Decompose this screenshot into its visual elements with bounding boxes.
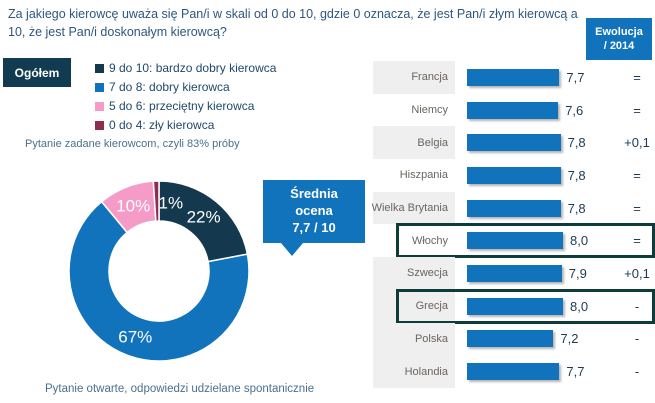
country-value: 7,2 — [560, 331, 579, 347]
country-label: Polska — [373, 322, 455, 356]
country-bar — [467, 330, 554, 348]
legend-swatch-icon — [95, 63, 104, 73]
country-bar — [467, 68, 560, 86]
donut-slice-label: 22% — [187, 208, 221, 227]
country-label: Francja — [373, 61, 455, 94]
country-label: Szwecja — [373, 257, 455, 290]
country-label: Belgia — [373, 126, 455, 160]
country-evolution: = — [633, 102, 641, 118]
country-value: 7,8 — [567, 135, 586, 151]
legend-item: 5 do 6: przeciętny kierowca — [95, 99, 276, 113]
legend-label: 9 do 10: bardzo dobry kierowca — [109, 61, 277, 75]
donut-slice-label: 1% — [159, 194, 184, 213]
country-value: 8,0 — [570, 233, 589, 249]
country-label: Włochy — [411, 234, 448, 247]
country-bar — [467, 166, 561, 184]
donut-slice-label: 67% — [118, 327, 152, 346]
country-bar — [467, 232, 563, 250]
donut-slice-label: 10% — [116, 196, 150, 215]
country-value: 7,9 — [568, 265, 587, 281]
country-evolution: = — [633, 200, 641, 216]
country-bar — [467, 199, 561, 217]
country-evolution: +0,1 — [624, 135, 650, 151]
country-row: Szwecja 7,9 +0,1 — [373, 257, 655, 290]
country-row: Niemcy 7,6 = — [373, 94, 655, 127]
legend-item: 0 do 4: zły kierowca — [95, 118, 276, 132]
legend-item: 9 do 10: bardzo dobry kierowca — [95, 61, 276, 75]
country-bar — [467, 101, 559, 119]
legend-swatch-icon — [95, 120, 104, 130]
country-label: Wielka Brytania — [372, 191, 455, 225]
country-value: 7,6 — [565, 102, 584, 118]
donut-slice — [152, 180, 160, 222]
country-row: Holandia 7,7 - — [373, 355, 655, 388]
donut-legend: 9 do 10: bardzo dobry kierowca 7 do 8: do… — [95, 61, 276, 137]
country-label: Grecja — [373, 289, 455, 323]
country-row: Wielka Brytania 7,8 = — [372, 191, 655, 225]
average-score-text: Średnia ocena 7,7 / 10 — [290, 186, 338, 235]
country-bar — [467, 134, 561, 152]
country-bar — [467, 297, 563, 315]
group-label-badge: Ogółem — [3, 58, 71, 87]
legend-item: 7 do 8: dobry kierowca — [95, 80, 276, 94]
country-row: Polska 7,2 - — [373, 322, 655, 356]
legend-label: 7 do 8: dobry kierowca — [109, 80, 230, 94]
country-evolution: = — [633, 69, 641, 85]
country-bar — [467, 264, 562, 282]
country-row: Hiszpania 7,8 = — [373, 159, 655, 192]
country-row: Belgia 7,8 +0,1 — [373, 126, 655, 160]
evolution-header-badge: Ewolucja / 2014 — [586, 18, 652, 60]
country-value: 7,8 — [567, 167, 586, 183]
country-value: 7,7 — [566, 364, 585, 380]
country-row: Grecja 8,0 - — [373, 288, 655, 324]
country-evolution: +0,1 — [624, 265, 650, 281]
legend-swatch-icon — [95, 101, 104, 111]
question-title: Za jakiego kierowcę uważa się Pan/i w sk… — [8, 7, 578, 39]
country-row: Włochy 8,0 = — [373, 223, 655, 259]
country-row: Francja 7,7 = — [373, 61, 655, 94]
country-label: Hiszpania — [399, 169, 448, 182]
sample-note: Pytanie zadane kierowcom, czyli 83% prób… — [25, 138, 240, 150]
average-score-callout: Średnia ocena 7,7 / 10 — [263, 180, 365, 256]
country-bar — [467, 363, 560, 381]
country-value: 7,8 — [567, 200, 586, 216]
country-label: Niemcy — [411, 104, 448, 117]
donut-slice — [68, 200, 250, 362]
country-evolution: = — [633, 167, 641, 183]
country-evolution: - — [634, 331, 640, 347]
country-value: 7,7 — [566, 69, 585, 85]
legend-swatch-icon — [95, 82, 104, 92]
legend-label: 0 do 4: zły kierowca — [109, 118, 215, 132]
legend-label: 5 do 6: przeciętny kierowca — [109, 99, 255, 113]
country-bar-chart: Francja 7,7 = Niemcy 7,6 = Belgia 7,8 +0,1 Hiszpa… — [372, 61, 655, 388]
country-label: Holandia — [373, 355, 455, 388]
callout-tail — [281, 243, 303, 256]
country-evolution: - — [634, 298, 640, 314]
country-evolution: - — [634, 364, 640, 380]
country-evolution: = — [633, 233, 641, 249]
country-value: 8,0 — [570, 298, 589, 314]
open-question-note: Pytanie otwarte, odpowiedzi udzielane sp… — [45, 383, 315, 395]
donut-chart: 22% 67% 10% 1% — [68, 180, 250, 362]
